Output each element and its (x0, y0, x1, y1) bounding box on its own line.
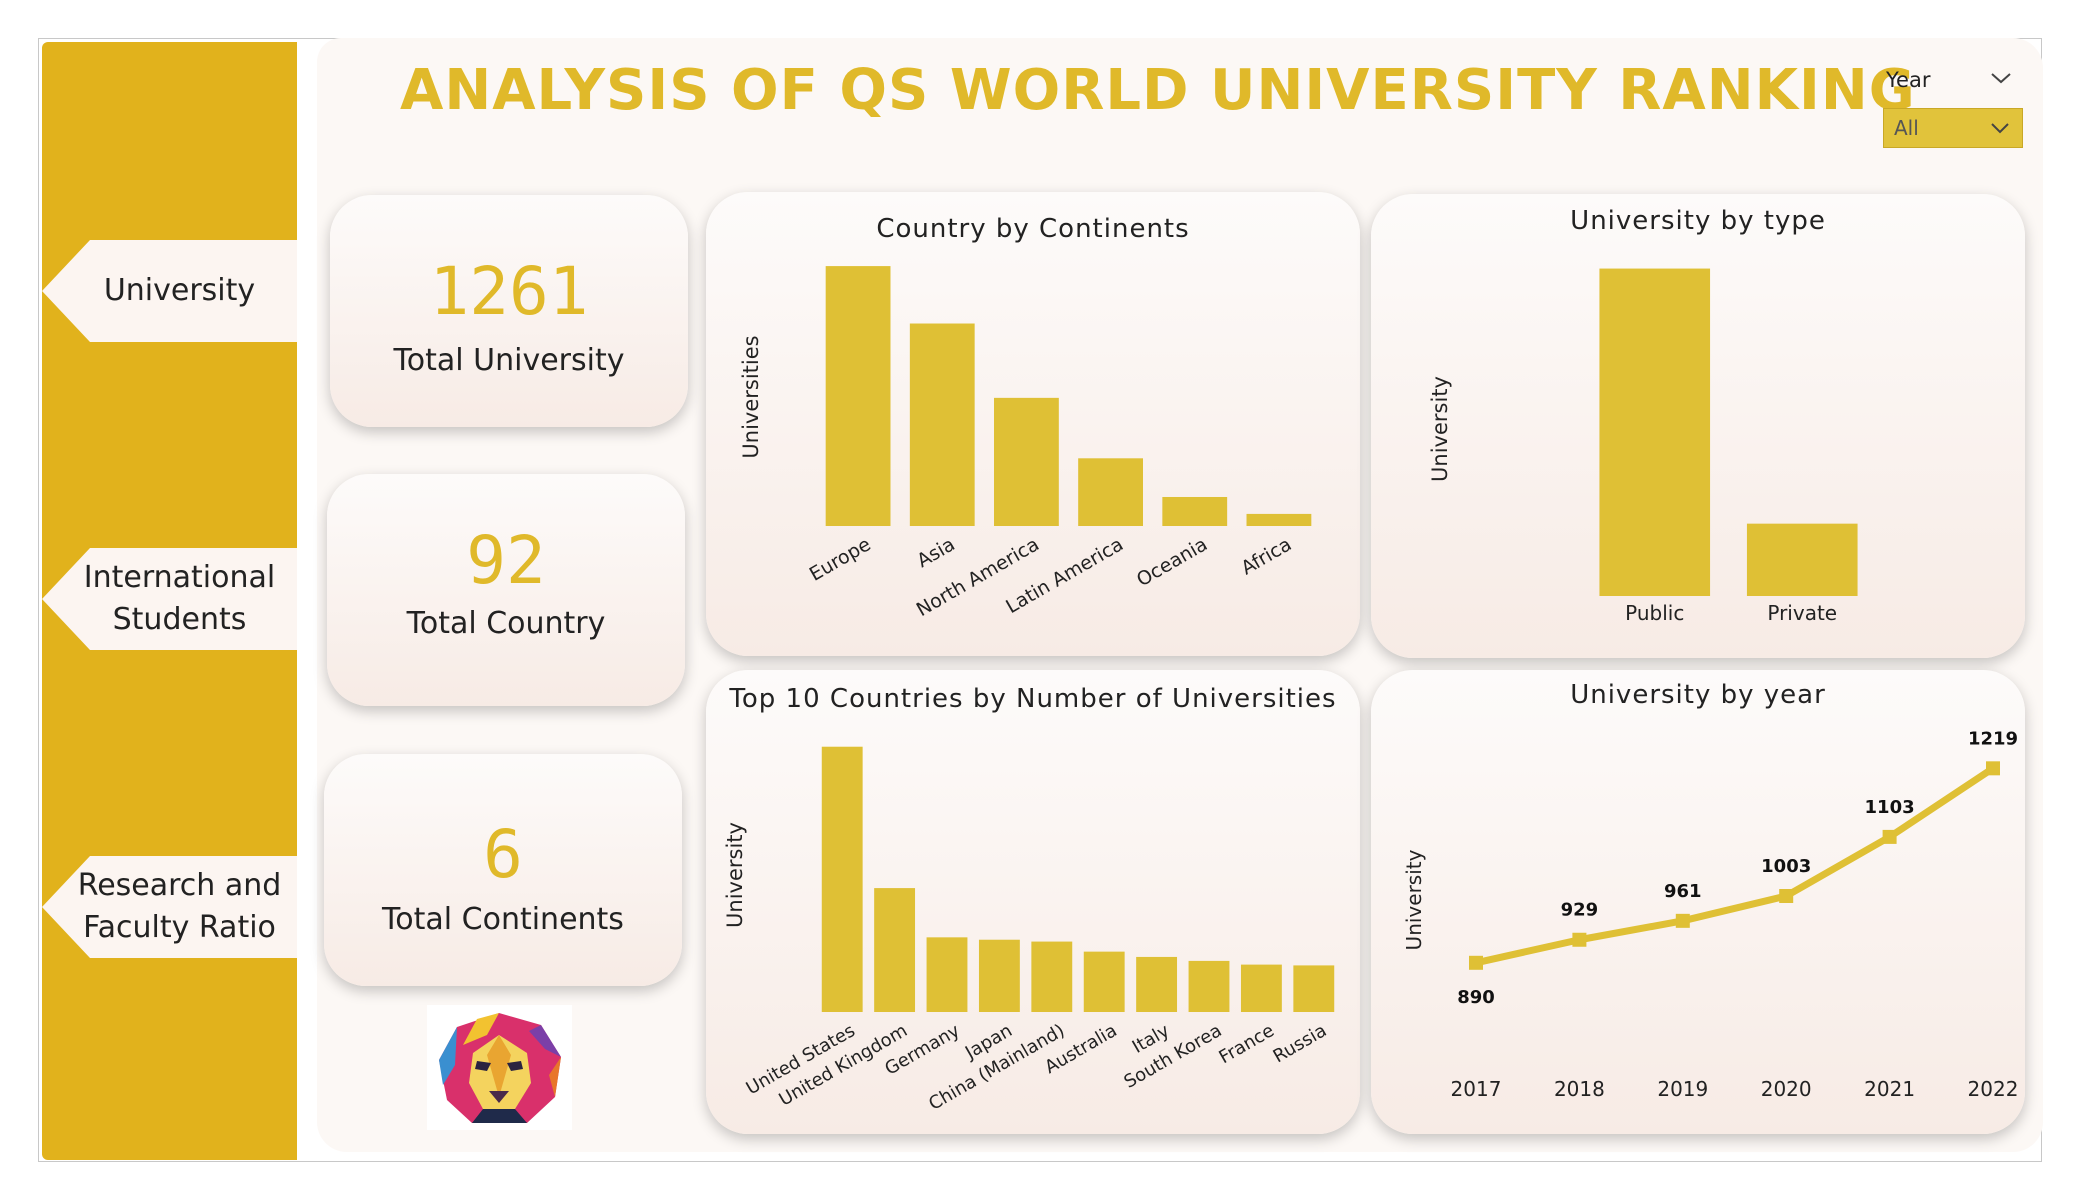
tab-shape (42, 548, 297, 650)
chart-card-continents: Country by Continents Universities Europe… (706, 192, 1360, 656)
bar-france[interactable] (1240, 964, 1282, 1012)
x-tick-label: Africa (1237, 533, 1295, 579)
kpi-card-total-university: 1261 Total University (330, 195, 688, 427)
series-line (1475, 765, 1995, 967)
x-tick-label: Europe (806, 533, 875, 585)
x-tick-label: Asia (913, 533, 958, 572)
kpi-value: 6 (483, 816, 523, 893)
nav-tab-international-students[interactable]: International Students (42, 548, 297, 650)
data-point[interactable] (1986, 761, 2000, 776)
bar-north-america[interactable] (994, 397, 1059, 526)
data-label: 890 (1457, 987, 1495, 1008)
kpi-label: Total Country (406, 606, 606, 641)
bar-russia[interactable] (1293, 965, 1335, 1012)
kpi-value: 1261 (429, 253, 589, 330)
year-filter-select[interactable]: All (1883, 108, 2023, 148)
year-filter-value: All (1894, 116, 1919, 140)
bar-public[interactable] (1599, 268, 1711, 596)
chart-card-year: University by year University 890 2017 929 2… (1371, 670, 2025, 1134)
page-title: ANALYSIS OF QS WORLD UNIVERSITY RANKING (400, 58, 1916, 123)
data-label: 1219 (1968, 728, 2018, 749)
x-tick-label: Public (1625, 601, 1684, 625)
x-tick-label: 2021 (1864, 1077, 1915, 1101)
x-tick-label: Russia (1270, 1020, 1331, 1067)
type-bar-chart: University Public Private (1428, 268, 1858, 625)
bar-private[interactable] (1746, 523, 1858, 596)
data-label: 1103 (1865, 797, 1915, 818)
chart-title: Top 10 Countries by Number of Universiti… (729, 684, 1337, 714)
x-tick-label: Private (1767, 601, 1837, 625)
chart-title: University by year (1570, 680, 1826, 710)
bar-japan[interactable] (978, 939, 1020, 1012)
kpi-label: Total Continents (382, 902, 624, 937)
data-point[interactable] (1882, 829, 1897, 844)
x-tick-label: Oceania (1133, 533, 1211, 591)
chart-title: Country by Continents (876, 214, 1190, 244)
tab-shape (42, 856, 297, 958)
data-point[interactable] (1469, 955, 1483, 970)
tab-shape (42, 240, 297, 342)
nav-tab-label: University (103, 273, 256, 308)
x-tick-label: France (1216, 1020, 1278, 1068)
year-line-chart: University 890 2017 929 2018 961 2019 1003 2020 1… (1402, 728, 2019, 1101)
kpi-label: Total University (393, 343, 625, 378)
data-point[interactable] (1572, 932, 1587, 947)
bar-australia[interactable] (1083, 951, 1125, 1012)
data-point[interactable] (1675, 913, 1690, 928)
nav-tab-university[interactable]: University (42, 240, 297, 342)
bar-latin-america[interactable] (1078, 458, 1143, 526)
nav-tab-label: Research and Faculty Ratio (77, 868, 282, 945)
kpi-card-total-country: 92 Total Country (327, 474, 685, 706)
y-axis-label: University (1402, 849, 1426, 950)
x-tick-label: 2020 (1761, 1077, 1812, 1101)
x-tick-label: South Korea (1121, 1020, 1226, 1093)
chart-title: University by type (1570, 206, 1826, 236)
data-point[interactable] (1779, 889, 1794, 904)
y-axis-label: University (1428, 376, 1452, 482)
bar-europe[interactable] (825, 266, 891, 526)
year-filter-label: Year (1886, 68, 1931, 92)
chart-card-type: University by type University Public Priva… (1371, 194, 2025, 658)
bar-oceania[interactable] (1162, 496, 1228, 526)
chevron-down-icon[interactable] (1990, 70, 2012, 86)
kpi-value: 92 (466, 522, 546, 599)
lion-logo-icon (427, 1005, 572, 1130)
bar-africa[interactable] (1246, 513, 1312, 526)
data-label: 961 (1664, 881, 1702, 902)
x-tick-label: 2017 (1451, 1077, 1502, 1101)
y-axis-label: University (723, 822, 747, 928)
y-axis-label: Universities (739, 335, 763, 458)
chart-card-top10: Top 10 Countries by Number of Universiti… (706, 670, 1360, 1134)
x-tick-label: 2022 (1968, 1077, 2019, 1101)
bar-china-mainland-[interactable] (1031, 941, 1073, 1012)
bar-south-korea[interactable] (1188, 960, 1230, 1012)
data-label: 929 (1561, 900, 1599, 921)
kpi-card-total-continents: 6 Total Continents (324, 754, 682, 986)
x-tick-label: 2019 (1657, 1077, 1708, 1101)
data-label: 1003 (1761, 856, 1811, 877)
bar-germany[interactable] (926, 937, 968, 1012)
bar-united-states[interactable] (821, 746, 863, 1012)
nav-tab-label: International Students (83, 560, 276, 637)
bar-united-kingdom[interactable] (874, 888, 916, 1012)
bar-italy[interactable] (1136, 956, 1178, 1012)
x-tick-label: 2018 (1554, 1077, 1605, 1101)
chevron-down-icon (1991, 123, 2009, 134)
nav-tab-research-faculty-ratio[interactable]: Research and Faculty Ratio (42, 856, 297, 958)
bar-asia[interactable] (909, 323, 975, 526)
